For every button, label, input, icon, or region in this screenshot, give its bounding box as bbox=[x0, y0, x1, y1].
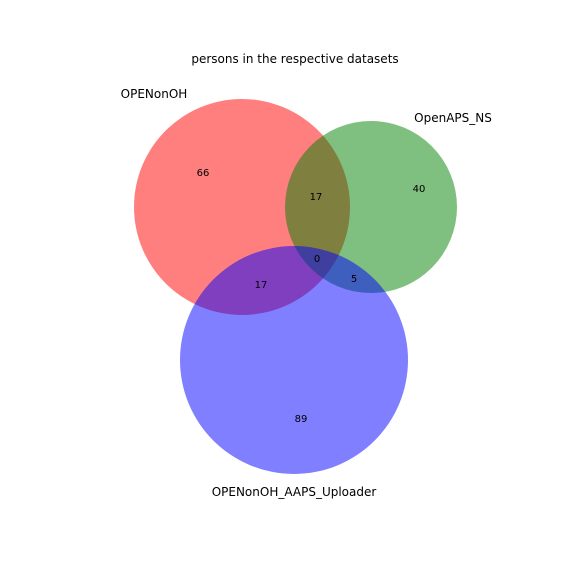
set-label-openonoh-aaps-uploader: OPENonOH_AAPS_Uploader bbox=[212, 485, 377, 499]
diagram-title: persons in the respective datasets bbox=[191, 52, 398, 66]
region-value-all-three: 0 bbox=[314, 254, 320, 265]
set-label-openaps-ns: OpenAPS_NS bbox=[414, 111, 492, 125]
set-circle-openaps-ns bbox=[285, 121, 457, 293]
region-value-openaps-ns-uploader: 5 bbox=[351, 274, 357, 285]
region-value-openaps-ns-only: 40 bbox=[413, 184, 426, 195]
set-circle-openonoh-aaps-uploader bbox=[180, 246, 408, 474]
region-value-openonoh-only: 66 bbox=[197, 168, 210, 179]
region-value-openonoh-openaps-ns: 17 bbox=[310, 192, 323, 203]
region-value-openonoh-uploader: 17 bbox=[255, 280, 268, 291]
set-label-openonoh: OPENonOH bbox=[121, 87, 188, 101]
region-value-uploader-only: 89 bbox=[295, 414, 308, 425]
